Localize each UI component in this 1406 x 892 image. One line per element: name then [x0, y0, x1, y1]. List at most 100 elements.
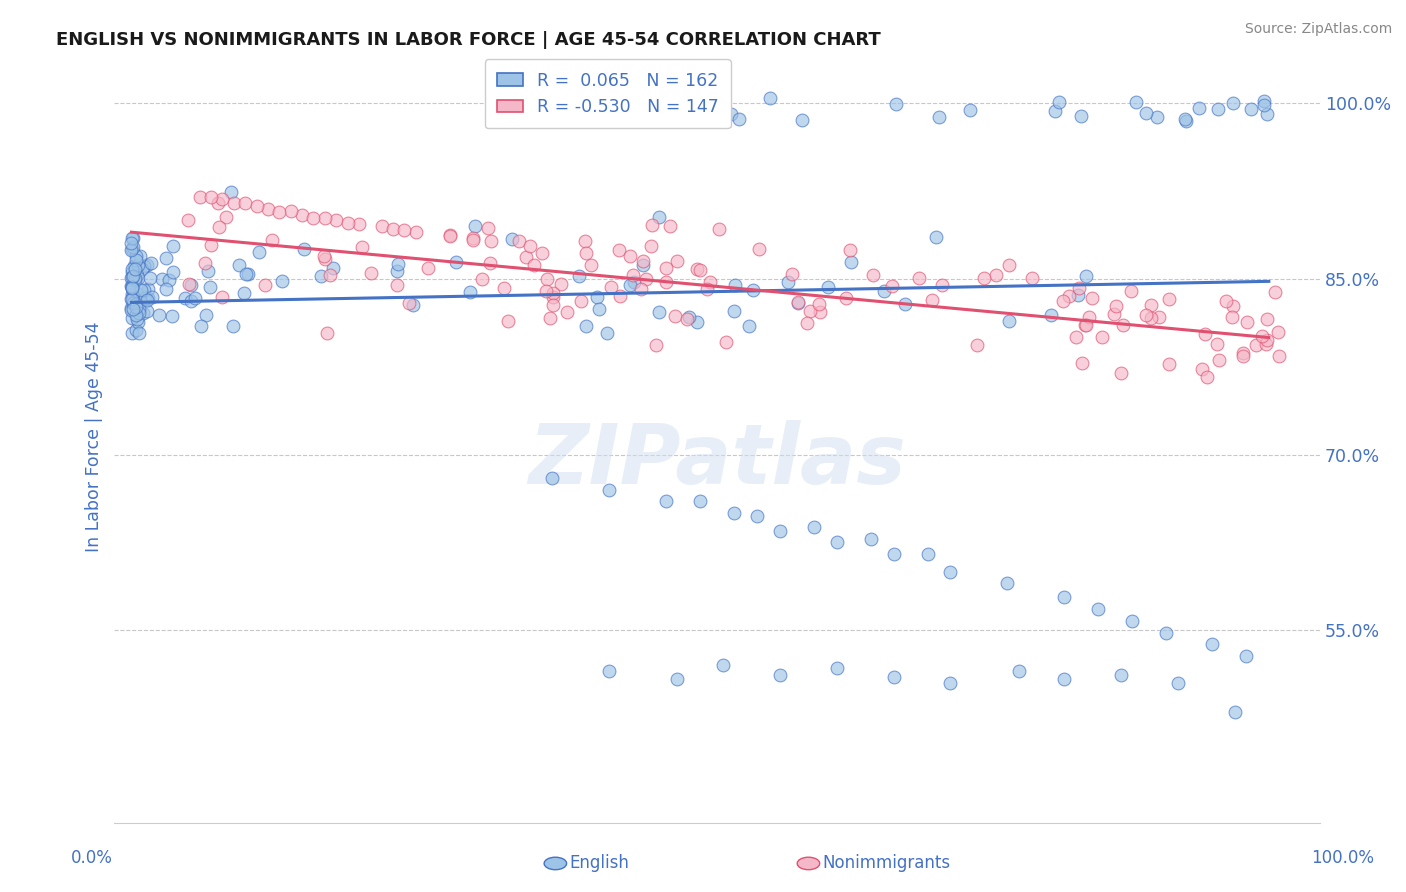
Point	[1208, 352, 1230, 367]
Point	[966, 338, 988, 352]
Point	[121, 279, 143, 293]
Point	[641, 218, 664, 232]
Point	[1081, 292, 1104, 306]
Point	[1191, 361, 1213, 376]
Point	[1053, 673, 1076, 687]
Point	[132, 283, 155, 297]
Point	[458, 285, 481, 300]
Point	[269, 205, 291, 219]
Point	[1057, 288, 1080, 302]
Point	[245, 199, 267, 213]
Point	[585, 290, 607, 304]
Point	[184, 292, 207, 306]
Point	[1206, 102, 1229, 116]
Point	[232, 286, 254, 301]
Point	[645, 338, 668, 352]
Point	[1112, 318, 1135, 332]
Point	[138, 281, 160, 295]
Point	[1251, 329, 1274, 343]
Point	[859, 532, 882, 546]
Point	[1236, 315, 1258, 329]
Point	[619, 249, 641, 263]
Point	[607, 244, 630, 258]
Point	[1135, 308, 1157, 322]
Point	[1074, 268, 1097, 283]
Point	[211, 193, 233, 207]
Point	[630, 282, 652, 296]
Point	[122, 231, 145, 245]
Point	[134, 291, 156, 305]
Point	[1077, 310, 1099, 324]
Point	[796, 316, 818, 330]
Point	[1067, 281, 1090, 295]
Legend: R =  0.065   N = 162, R = -0.530   N = 147: R = 0.065 N = 162, R = -0.530 N = 147	[485, 60, 731, 128]
Point	[128, 286, 150, 301]
Point	[439, 227, 461, 242]
Point	[1234, 648, 1257, 663]
Point	[686, 262, 709, 277]
Point	[1053, 591, 1076, 605]
Text: 100.0%: 100.0%	[1312, 849, 1374, 867]
Point	[1039, 308, 1062, 322]
Point	[270, 274, 292, 288]
Point	[121, 236, 143, 251]
Point	[122, 301, 145, 316]
Point	[141, 256, 163, 270]
Point	[479, 234, 502, 248]
Point	[568, 268, 591, 283]
Point	[908, 270, 931, 285]
Point	[125, 322, 148, 336]
Point	[121, 278, 143, 293]
Point	[319, 268, 342, 282]
Point	[1140, 311, 1163, 326]
Point	[1105, 299, 1128, 313]
Point	[127, 268, 149, 282]
Point	[198, 279, 221, 293]
Point	[121, 240, 143, 254]
Point	[689, 494, 711, 508]
Point	[1140, 298, 1163, 312]
Point	[122, 290, 145, 304]
Point	[155, 282, 177, 296]
Point	[574, 234, 596, 248]
Point	[998, 258, 1021, 272]
Point	[121, 279, 143, 293]
Point	[461, 231, 484, 245]
Point	[177, 212, 200, 227]
Text: ENGLISH VS NONIMMIGRANTS IN LABOR FORCE | AGE 45-54 CORRELATION CHART: ENGLISH VS NONIMMIGRANTS IN LABOR FORCE …	[56, 31, 882, 49]
Point	[121, 292, 143, 306]
Point	[723, 304, 745, 318]
Point	[835, 291, 858, 305]
Text: English: English	[569, 855, 630, 872]
Point	[125, 250, 148, 264]
Point	[1135, 105, 1157, 120]
Point	[477, 221, 499, 235]
Point	[515, 250, 537, 264]
Point	[1232, 349, 1254, 363]
Point	[995, 576, 1018, 591]
Point	[190, 318, 212, 333]
Point	[347, 217, 370, 231]
Point	[471, 272, 494, 286]
Point	[494, 280, 516, 294]
Point	[786, 295, 808, 310]
Point	[1159, 292, 1181, 306]
Point	[808, 297, 831, 311]
Point	[600, 280, 623, 294]
Point	[1102, 307, 1125, 321]
Text: Source: ZipAtlas.com: Source: ZipAtlas.com	[1244, 22, 1392, 37]
Point	[247, 245, 270, 260]
Point	[803, 520, 825, 534]
Point	[1206, 337, 1229, 351]
Point	[1146, 110, 1168, 124]
Point	[150, 272, 173, 286]
Point	[1052, 293, 1074, 308]
Point	[124, 273, 146, 287]
Point	[394, 223, 416, 237]
Point	[122, 283, 145, 297]
Point	[619, 278, 641, 293]
Point	[640, 239, 662, 253]
Point	[385, 277, 408, 292]
Point	[464, 219, 486, 234]
Point	[1156, 625, 1178, 640]
